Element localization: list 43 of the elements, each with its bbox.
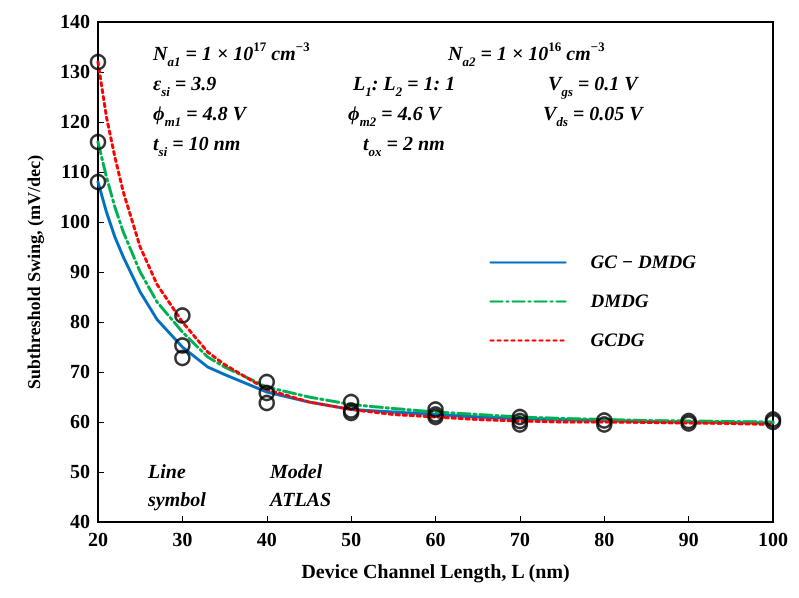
point [90,174,106,190]
annotation: Line symbol [147,461,206,511]
x-tick-label: 80 [594,529,614,551]
point [512,416,528,433]
point [258,394,275,412]
point [90,54,106,70]
point [596,412,612,429]
legend-label: GCDG [590,330,645,351]
x-tick-label: 30 [172,529,192,551]
x-tick-label: 50 [341,529,362,551]
y-tick-label: 90 [70,261,90,283]
legend-label: DMDG [590,291,649,312]
point [174,337,191,354]
x-tick-label: 90 [678,529,699,551]
y-tick-label: 50 [70,461,90,483]
legend-label: GC − DMDG [590,252,696,273]
x-tick-label: 20 [88,529,108,551]
y-tick-label: 60 [70,411,90,433]
point [512,408,528,426]
y-tick-label: 70 [70,361,90,383]
point [342,394,360,410]
x-tick-label: 60 [426,529,446,551]
y-tick-label: 130 [60,61,90,83]
y-tick-label: 100 [60,211,90,233]
point [174,350,191,366]
y-axis-title: Subthreshold Swing, (mV/dec) [24,154,44,390]
y-tick-label: 40 [70,511,90,533]
annotation: Model ATLAS [268,461,332,511]
point [90,134,106,150]
point [258,384,275,402]
point [596,416,612,433]
y-tick-label: 120 [60,111,90,133]
x-tick-label: 40 [256,529,277,551]
x-tick-label: 70 [510,529,530,551]
x-axis-title: Device Channel Length, L (nm) [301,561,570,583]
y-tick-label: 80 [70,311,90,333]
x-tick-label: 100 [758,529,788,551]
point [174,307,191,324]
point [512,412,528,430]
y-tick-label: 140 [60,11,90,33]
point [258,374,275,390]
y-tick-label: 110 [61,161,90,183]
point [427,401,444,418]
